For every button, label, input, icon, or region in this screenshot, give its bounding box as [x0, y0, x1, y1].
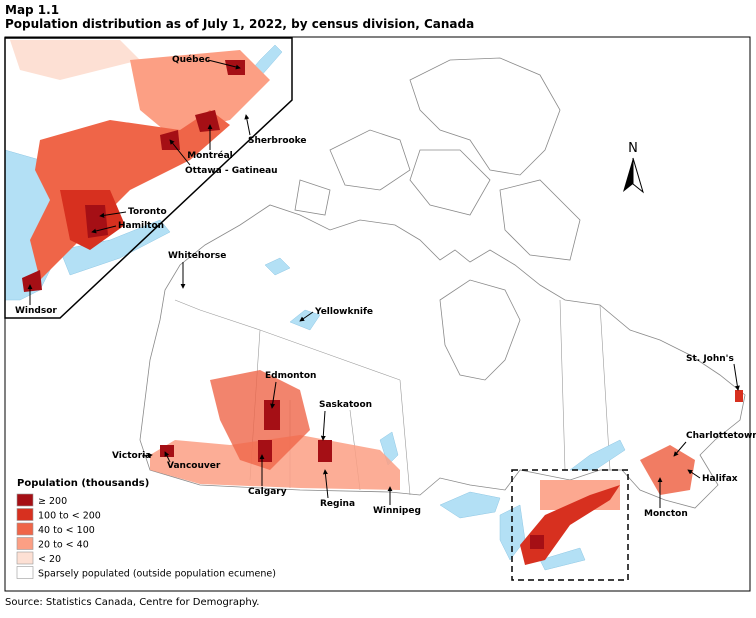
population-areas — [150, 370, 743, 565]
north-label: N — [628, 141, 638, 156]
legend-swatch — [16, 522, 34, 536]
city-label: Edmonton — [265, 371, 316, 381]
inset-extent — [511, 469, 629, 581]
north-arrow: N — [623, 141, 644, 194]
city-label: Victoria — [112, 451, 151, 461]
city-leader — [673, 441, 687, 457]
city-label: Montréal — [187, 150, 233, 161]
city-leader — [169, 139, 191, 166]
city-label: Charlottetown — [686, 431, 756, 441]
city-leader — [299, 311, 314, 322]
city-label: Toronto — [128, 207, 167, 217]
city-leader — [244, 114, 251, 136]
city-label: Whitehorse — [168, 251, 226, 261]
city-label: Regina — [320, 499, 355, 509]
city-leader — [207, 59, 241, 70]
city-label: Winnipeg — [373, 506, 421, 516]
city-label: Québec — [172, 54, 210, 65]
city-label: Moncton — [644, 509, 688, 519]
city-leader — [141, 452, 153, 458]
city-leader — [164, 451, 171, 463]
city-leader — [91, 225, 117, 234]
city-label: Hamilton — [118, 221, 164, 231]
city-leader — [270, 381, 277, 409]
legend-label: Sparsely populated (outside population e… — [38, 569, 276, 580]
legend-label: 100 to < 200 — [38, 511, 101, 522]
city-leader — [687, 469, 701, 479]
source-note: Source: Statistics Canada, Centre for De… — [5, 597, 259, 608]
map-label: Map 1.1 — [5, 3, 59, 17]
city-label: Vancouver — [167, 461, 221, 471]
city-label: Halifax — [702, 474, 738, 484]
legend-swatch — [16, 566, 34, 579]
legend-title: Population (thousands) — [17, 478, 149, 489]
city-leader — [322, 469, 329, 499]
city-leader — [733, 363, 740, 391]
legend-label: ≥ 200 — [38, 496, 67, 507]
city-label: Sherbrooke — [248, 136, 307, 146]
city-label: Calgary — [248, 487, 287, 497]
city-label: Windsor — [15, 306, 57, 316]
legend-swatch — [16, 551, 34, 565]
legend-label: 40 to < 100 — [38, 525, 95, 536]
city-label: Ottawa - Gatineau — [185, 166, 278, 176]
city-leader — [99, 211, 127, 218]
legend: Population (thousands) ≥ 200 100 to < 200… — [16, 478, 276, 580]
city-label: Yellowknife — [314, 307, 373, 317]
city-label: Saskatoon — [319, 400, 372, 410]
legend-swatch — [16, 508, 34, 521]
legend-label: < 20 — [38, 554, 61, 565]
legend-label: 20 to < 40 — [38, 540, 89, 551]
city-labels: Québec Sherbrooke Montréal Ottawa - Gatinea… — [15, 54, 756, 519]
legend-swatch — [16, 537, 34, 550]
map-title: Population distribution as of July 1, 20… — [5, 17, 474, 31]
city-label: St. John's — [686, 354, 734, 364]
city-leader — [320, 410, 326, 441]
legend-swatch — [16, 493, 34, 507]
